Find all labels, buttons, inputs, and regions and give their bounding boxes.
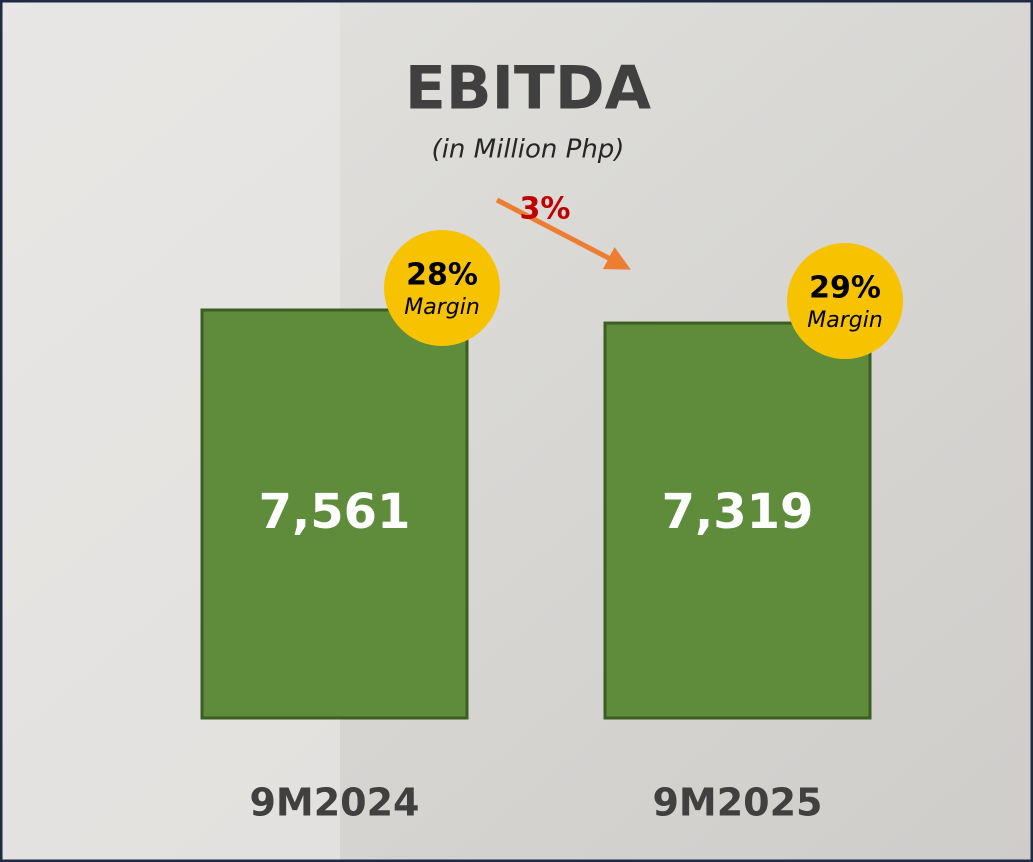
margin-badge — [384, 230, 500, 346]
bar — [603, 321, 872, 720]
chart-title: EBITDA — [405, 54, 652, 124]
x-tick-label: 9M2025 — [652, 781, 822, 825]
change-label: 3% — [520, 192, 571, 227]
change-arrow — [495, 197, 631, 270]
x-tick-label: 9M2024 — [249, 781, 419, 825]
chart-subtitle: (in Million Php) — [432, 135, 625, 165]
margin-caption: Margin — [404, 295, 480, 320]
margin-value: 28% — [406, 258, 478, 293]
value-label: 7,561 — [259, 484, 411, 540]
margin-value: 29% — [809, 271, 881, 306]
margin-caption: Margin — [807, 308, 883, 333]
margin-badge — [787, 243, 903, 360]
value-label: 7,319 — [662, 484, 814, 540]
bar — [200, 308, 469, 720]
